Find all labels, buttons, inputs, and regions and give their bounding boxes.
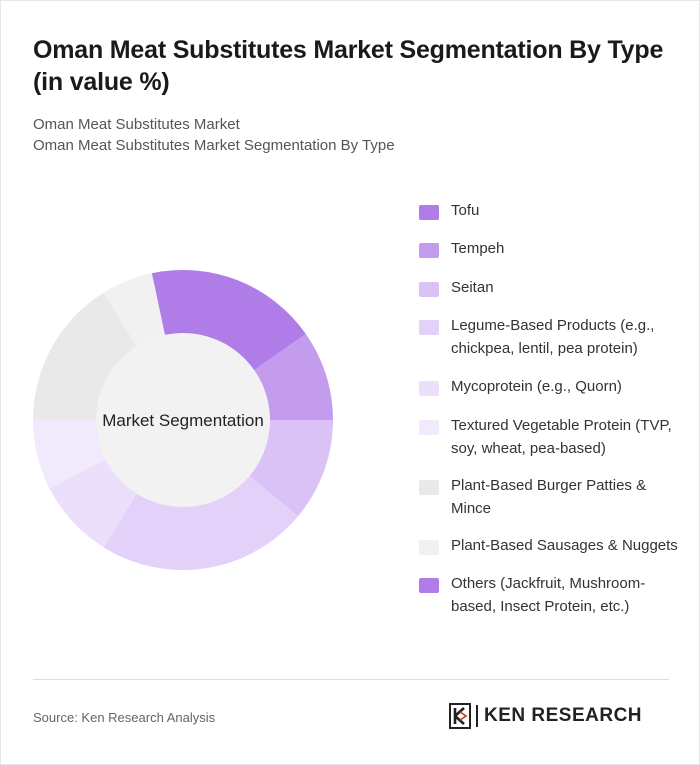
legend-label: Seitan	[451, 279, 494, 296]
brand-name: KEN RESEARCH	[484, 705, 643, 726]
legend-swatch	[419, 540, 439, 555]
center-label: Market Segmentation	[102, 411, 264, 430]
legend-swatch	[419, 243, 439, 258]
legend-swatch	[419, 578, 439, 593]
logo-divider	[476, 705, 478, 727]
legend-swatch	[419, 320, 439, 335]
legend-swatch	[419, 420, 439, 435]
ken-research-logo: KEN RESEARCH	[449, 703, 642, 729]
donut-chart: Market Segmentation	[33, 270, 333, 571]
legend-label: Textured Vegetable Protein (TVP, soy, wh…	[451, 417, 672, 457]
legend-item-tempeh: Tempeh	[419, 237, 679, 260]
subtitle-line-2: Oman Meat Substitutes Market Segmentatio…	[33, 137, 395, 154]
legend-label: Legume-Based Products (e.g., chickpea, l…	[451, 317, 655, 357]
legend-label: Tempeh	[451, 240, 505, 257]
legend-item-tvp: Textured Vegetable Protein (TVP, soy, wh…	[419, 414, 679, 460]
legend-item-mycoprotein: Mycoprotein (e.g., Quorn)	[419, 375, 679, 398]
subtitle: Oman Meat Substitutes Market Oman Meat S…	[33, 114, 395, 156]
legend-swatch	[419, 480, 439, 495]
legend-item-legume-based: Legume-Based Products (e.g., chickpea, l…	[419, 314, 679, 360]
legend-swatch	[419, 282, 439, 297]
subtitle-line-1: Oman Meat Substitutes Market	[33, 116, 240, 133]
source-note: Source: Ken Research Analysis	[33, 710, 216, 725]
legend-label: Plant-Based Sausages & Nuggets	[451, 537, 678, 554]
legend: Tofu Tempeh Seitan Legume-Based Products…	[419, 199, 679, 618]
legend-label: Others (Jackfruit, Mushroom-based, Insec…	[451, 575, 646, 615]
legend-swatch	[419, 381, 439, 396]
legend-item-burger-patties: Plant-Based Burger Patties & Mince	[419, 474, 679, 520]
legend-item-others: Others (Jackfruit, Mushroom-based, Insec…	[419, 572, 679, 618]
legend-item-sausages-nuggets: Plant-Based Sausages & Nuggets	[419, 534, 679, 557]
legend-label: Tofu	[451, 202, 480, 219]
ken-research-logo-icon	[449, 703, 471, 729]
legend-item-tofu: Tofu	[419, 199, 679, 222]
legend-label: Mycoprotein (e.g., Quorn)	[451, 378, 622, 395]
page-title: Oman Meat Substitutes Market Segmentatio…	[33, 36, 664, 96]
donut-center	[96, 333, 270, 507]
footer-divider	[33, 679, 669, 680]
legend-item-seitan: Seitan	[419, 276, 679, 299]
legend-label: Plant-Based Burger Patties & Mince	[451, 477, 647, 517]
legend-swatch	[419, 205, 439, 220]
